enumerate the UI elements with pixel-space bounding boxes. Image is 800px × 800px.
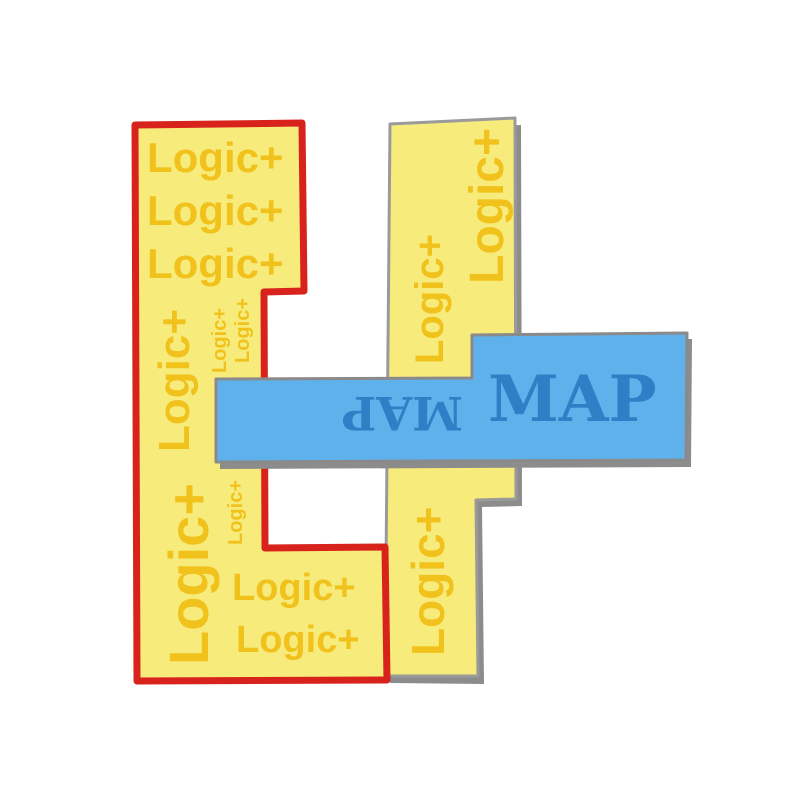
left-piece-label-h5: Logic+ bbox=[236, 619, 360, 661]
map-piece: MAP MAP bbox=[214, 331, 692, 469]
left-piece-label-v-big: Logic+ bbox=[157, 483, 220, 665]
map-piece-shape bbox=[214, 331, 689, 464]
left-piece-label-v-small-3: Logic+ bbox=[225, 480, 247, 545]
left-piece-label-h1: Logic+ bbox=[147, 134, 284, 181]
left-piece-label-v-mid-1: Logic+ bbox=[150, 309, 199, 452]
map-label: MAP bbox=[488, 362, 657, 437]
left-piece-label-v-small-1: Logic+ bbox=[209, 308, 231, 373]
left-piece-label-h4: Logic+ bbox=[232, 567, 356, 609]
right-piece-label-2: Logic+ bbox=[408, 234, 452, 364]
right-piece-label-1: Logic+ bbox=[461, 128, 514, 284]
right-piece-label-3: Logic+ bbox=[402, 506, 454, 656]
right-piece: Logic+ Logic+ Logic+ bbox=[383, 116, 522, 684]
left-piece-label-h3: Logic+ bbox=[147, 240, 284, 287]
left-piece-label-h2: Logic+ bbox=[147, 187, 284, 234]
map-label-mirrored: MAP bbox=[342, 386, 463, 440]
left-piece-label-v-small-2: Logic+ bbox=[232, 298, 254, 363]
